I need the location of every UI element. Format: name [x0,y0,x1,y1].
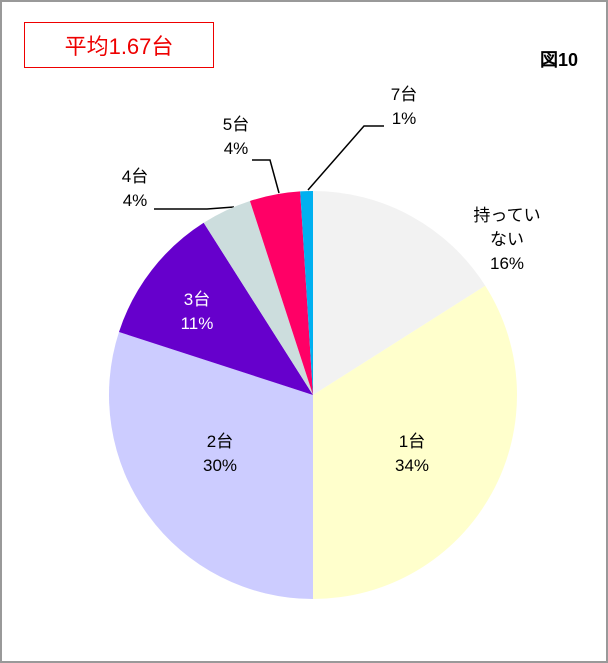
category-label: 7台 [390,85,418,104]
category-label: 持っていない [473,206,541,249]
pie-slice [249,191,313,395]
slice-label: 4台 4% [105,165,165,213]
chart-title: 平均1.67台 [24,22,214,68]
slice-label: 1台 34% [372,430,452,478]
value-label: 4% [223,139,249,158]
value-label: 11% [180,314,214,333]
pie-slice [313,191,486,395]
category-label: 5台 [222,115,250,134]
slice-label: 3台 11% [157,288,237,336]
slice-label: 7台 1% [374,83,434,131]
leader-line [307,125,384,191]
leader-line [154,206,235,210]
value-label: 16% [489,254,525,273]
pie-slice [118,222,314,395]
category-label: 4台 [121,167,149,186]
slice-label: 2台 30% [180,430,260,478]
pie-slice [300,191,313,395]
category-label: 3台 [183,290,211,309]
value-label: 1% [391,109,417,128]
category-label: 1台 [398,432,426,451]
value-label: 34% [394,456,430,475]
pie-slice [203,200,313,395]
value-label: 4% [122,191,148,210]
leader-line [252,159,280,194]
value-label: 30% [202,456,238,475]
figure-label: 図10 [540,50,579,70]
pie-slice [313,285,517,599]
slice-label: 5台 4% [206,113,266,161]
category-label: 2台 [206,432,234,451]
pie-slice [108,331,313,599]
slice-label: 持っていない 16% [470,204,545,276]
